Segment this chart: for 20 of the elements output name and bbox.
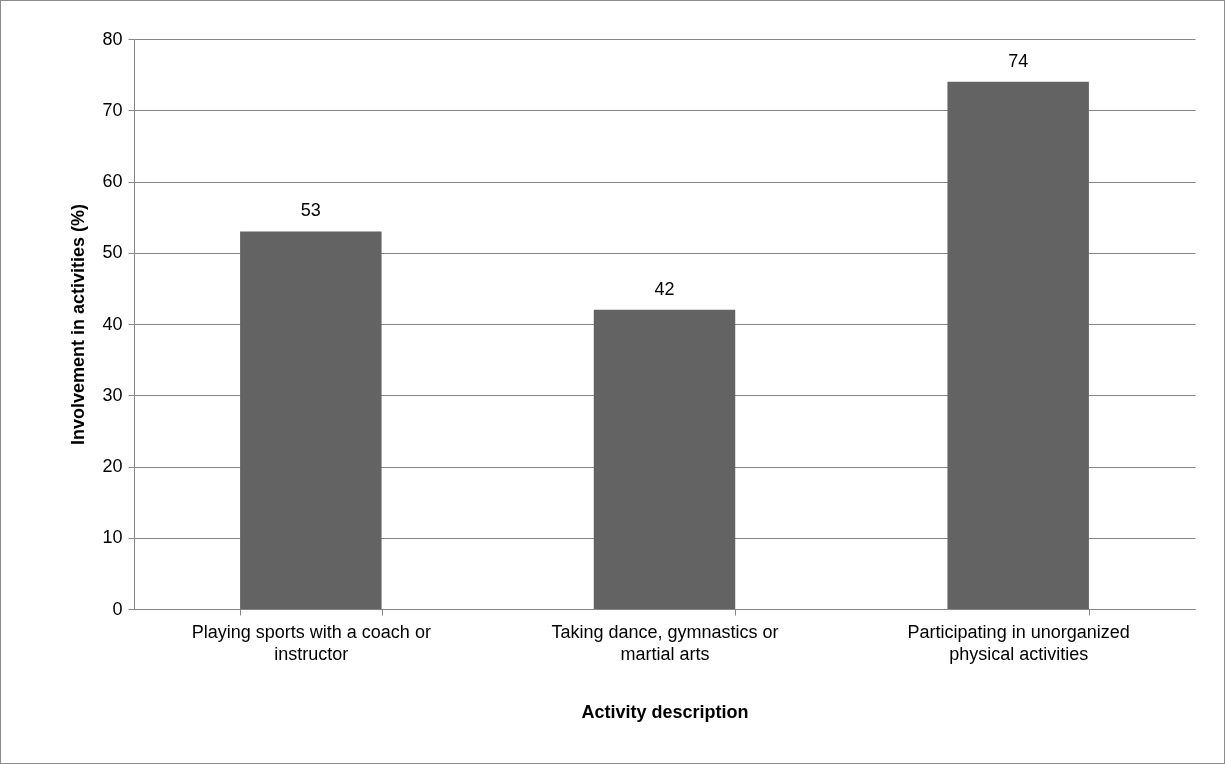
bar (593, 309, 736, 609)
bar (240, 231, 382, 609)
y-tick-label: 30 (102, 384, 123, 405)
y-tick-label: 60 (102, 171, 123, 191)
y-tick-label: 80 (102, 28, 123, 49)
data-label: 42 (654, 278, 675, 299)
y-tick-label: 70 (102, 99, 123, 120)
y-tick-label: 20 (102, 456, 123, 476)
y-tick-label: 40 (102, 313, 123, 334)
x-axis-title: Activity description (581, 701, 749, 722)
y-tick-label: 50 (102, 242, 123, 263)
bar (947, 81, 1089, 609)
data-label: 53 (300, 200, 321, 221)
x-tick-label: Participating in unorganized physical activities (907, 621, 1130, 664)
x-tick-label: Taking dance, gymnastics or martial arts (551, 621, 779, 664)
x-tick-label: Playing sports with a coach or instructor (191, 621, 431, 664)
y-tick-label: 10 (102, 527, 123, 548)
y-tick-label: 0 (112, 598, 123, 619)
y-axis-title: Involvement in activities (%) (68, 203, 89, 446)
data-label: 74 (1008, 50, 1029, 71)
